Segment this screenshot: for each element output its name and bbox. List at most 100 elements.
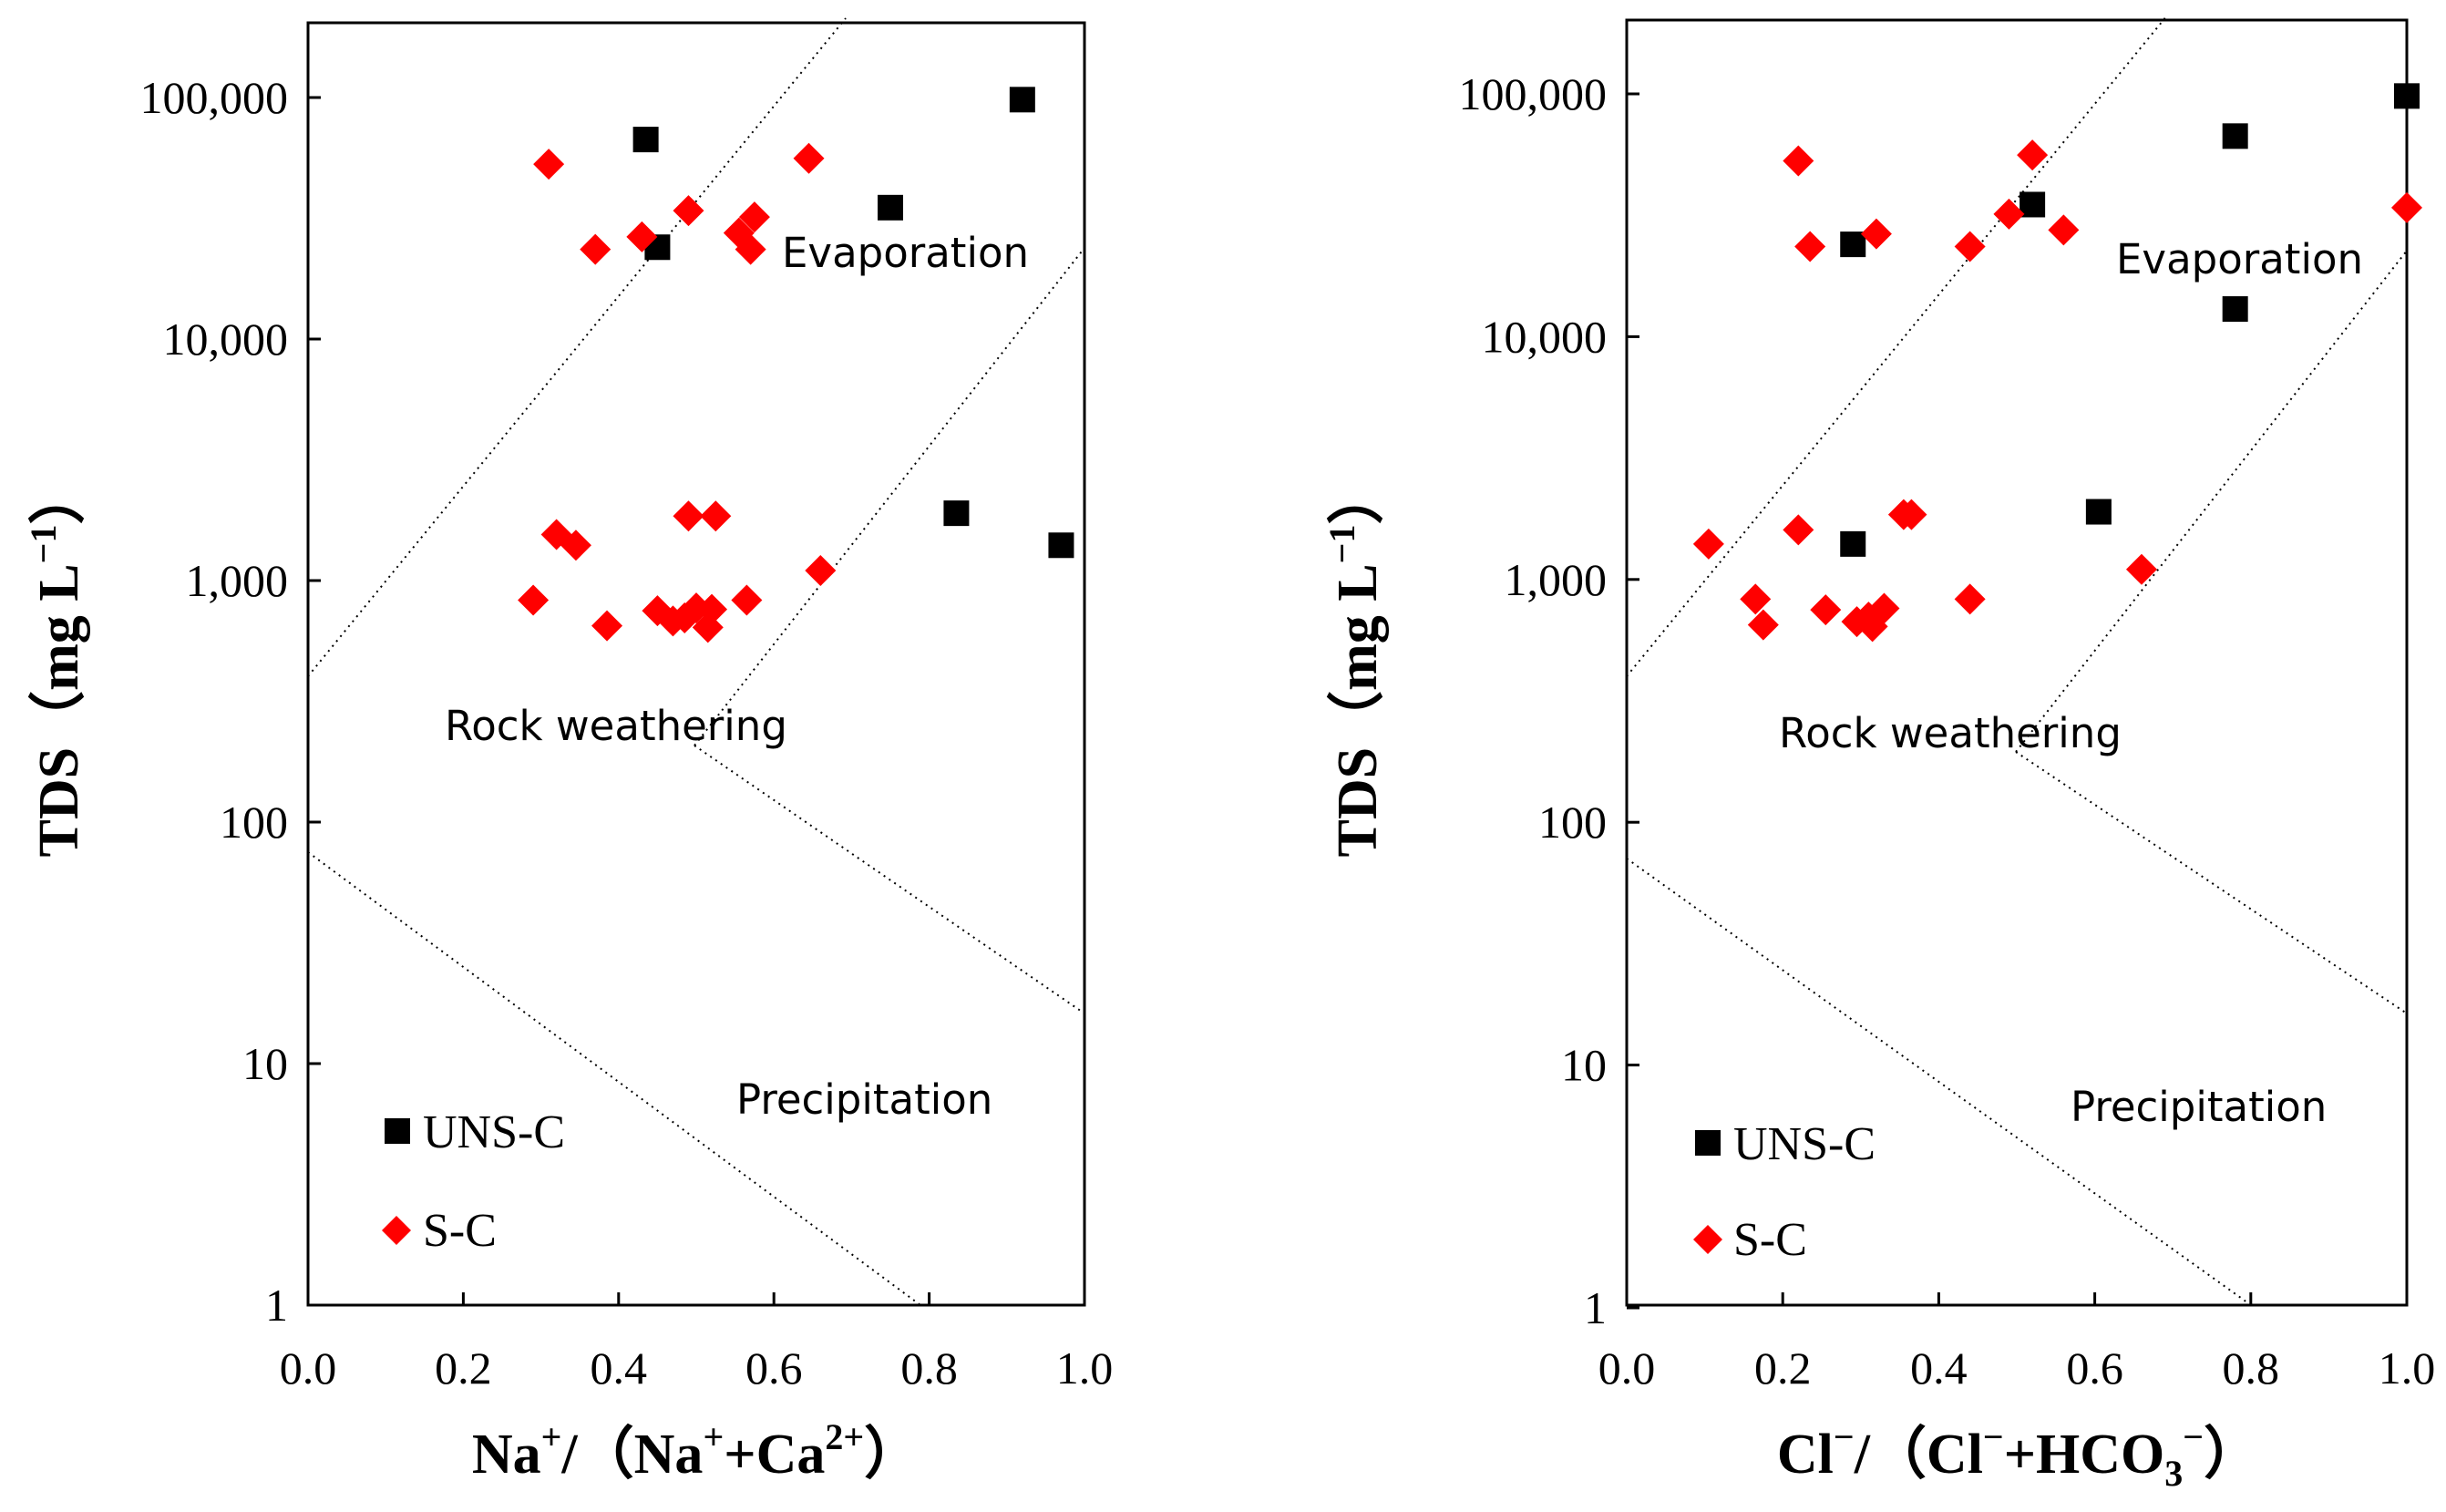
- y-tick-label: 1,000: [186, 555, 289, 606]
- data-point-uns-c: [1009, 87, 1035, 113]
- y-tick-label: 100: [1538, 797, 1607, 848]
- plot-frame: [306, 21, 1086, 1307]
- region-label-rock-weathering: Rock weathering: [1779, 709, 2122, 757]
- data-point-s-c: [1896, 499, 1927, 530]
- data-point-s-c: [1783, 514, 1814, 546]
- x-tick-label: 1.0: [2379, 1342, 2436, 1394]
- x-tick-label: 0.0: [1598, 1342, 1656, 1394]
- x-tick-label: 0.0: [280, 1342, 337, 1394]
- x-axis-title: Na+/（Na++Ca2+）: [472, 1416, 920, 1486]
- series-s-c: [518, 142, 837, 643]
- data-point-uns-c: [2222, 123, 2248, 149]
- y-tick-label: 1: [1584, 1282, 1607, 1333]
- data-point-uns-c: [2394, 83, 2420, 109]
- y-axis: 1 10 100 1,000 10,000 100,000: [140, 72, 321, 1331]
- data-point-s-c: [1993, 198, 2025, 230]
- data-point-uns-c: [1048, 532, 1074, 559]
- legend-marker-s-c: [1693, 1225, 1722, 1254]
- x-tick-label: 0.4: [591, 1342, 648, 1394]
- data-point-s-c: [673, 195, 704, 227]
- data-point-uns-c: [1840, 231, 1866, 258]
- data-point-uns-c: [2085, 499, 2112, 525]
- data-point-s-c: [2048, 214, 2080, 246]
- y-tick-label: 10: [1561, 1040, 1607, 1091]
- data-point-s-c: [793, 142, 825, 174]
- y-tick-label: 10,000: [163, 314, 289, 365]
- x-tick-label: 0.6: [745, 1342, 803, 1394]
- data-point-uns-c: [943, 500, 970, 527]
- x-tick-label: 0.6: [2066, 1342, 2123, 1394]
- series-uns-c: [1840, 83, 2420, 557]
- y-axis-title: TDS（mg L−1）: [23, 468, 90, 858]
- region-label-precipitation: Precipitation: [2071, 1083, 2327, 1131]
- region-label-rock-weathering: Rock weathering: [445, 702, 787, 750]
- x-tick-label: 0.2: [1754, 1342, 1812, 1394]
- divider-rock-right-upper: [694, 247, 1085, 746]
- plot-frame: [1625, 18, 2409, 1307]
- data-point-s-c: [731, 584, 763, 616]
- data-point-s-c: [2125, 553, 2157, 585]
- data-point-s-c: [580, 233, 612, 265]
- region-dividers: [307, 17, 1085, 1306]
- y-tick-label: 1: [265, 1280, 288, 1331]
- divider-rock-right-upper: [2015, 250, 2408, 753]
- data-point-s-c: [1954, 231, 1986, 262]
- data-point-s-c: [1794, 231, 1826, 262]
- data-point-uns-c: [1840, 530, 1866, 557]
- legend-marker-uns-c: [385, 1118, 410, 1144]
- region-label-precipitation: Precipitation: [736, 1075, 992, 1124]
- data-point-uns-c: [632, 127, 659, 153]
- divider-rock-right-lower: [2015, 751, 2408, 1014]
- y-tick-label: 100: [220, 797, 288, 848]
- data-point-uns-c: [2222, 296, 2248, 323]
- data-point-s-c: [1860, 218, 1892, 250]
- data-point-s-c: [735, 233, 766, 265]
- data-point-s-c: [1954, 583, 1986, 615]
- data-point-s-c: [696, 593, 728, 625]
- data-point-s-c: [2391, 191, 2422, 223]
- legend-label-s-c: S-C: [423, 1205, 497, 1257]
- y-tick-label: 10: [242, 1038, 288, 1089]
- legend-label-uns-c: UNS-C: [423, 1106, 565, 1158]
- data-point-s-c: [1692, 528, 1724, 560]
- legend-marker-s-c: [382, 1216, 411, 1245]
- data-point-s-c: [1810, 594, 1842, 626]
- data-point-s-c: [626, 221, 658, 252]
- divider-evaporation-rock-left: [307, 17, 847, 677]
- x-tick-label: 0.2: [435, 1342, 492, 1394]
- series-s-c: [1692, 139, 2422, 643]
- divider-precipitation-left: [1626, 858, 2252, 1306]
- x-axis-title: Cl−/（Cl−+HCO3−）: [1777, 1416, 2260, 1494]
- region-label-evaporation: Evaporation: [2116, 235, 2363, 283]
- region-dividers: [1626, 15, 2408, 1306]
- data-point-s-c: [1783, 145, 1814, 177]
- divider-rock-right-lower: [694, 745, 1085, 1014]
- data-point-s-c: [591, 610, 623, 642]
- data-point-uns-c: [878, 194, 903, 221]
- y-axis: 1 10 100 1,000 10,000 100,000: [1459, 68, 1639, 1333]
- x-tick-label: 0.8: [900, 1342, 958, 1394]
- data-point-s-c: [2017, 139, 2049, 171]
- data-point-s-c: [738, 201, 770, 233]
- legend-label-s-c: S-C: [1733, 1214, 1807, 1266]
- data-point-s-c: [805, 555, 837, 587]
- x-tick-label: 0.4: [1910, 1342, 1968, 1394]
- data-point-s-c: [1868, 592, 1900, 624]
- data-point-s-c: [700, 500, 732, 532]
- legend: UNS-C S-C: [1693, 1118, 1876, 1266]
- data-point-s-c: [560, 530, 591, 561]
- x-tick-label: 0.8: [2223, 1342, 2280, 1394]
- divider-evaporation-rock-left: [1626, 15, 2168, 677]
- legend-marker-uns-c: [1695, 1130, 1721, 1156]
- y-tick-label: 10,000: [1482, 311, 1608, 362]
- x-axis: 0.0 0.2 0.4 0.6 0.8 1.0: [1598, 1292, 2436, 1394]
- x-axis: 0.0 0.2 0.4 0.6 0.8 1.0: [280, 1292, 1114, 1394]
- data-point-s-c: [518, 584, 550, 616]
- data-point-s-c: [1740, 583, 1772, 615]
- y-tick-label: 100,000: [140, 72, 289, 123]
- y-tick-label: 100,000: [1459, 68, 1608, 119]
- x-tick-label: 1.0: [1056, 1342, 1114, 1394]
- legend-label-uns-c: UNS-C: [1733, 1118, 1876, 1170]
- region-label-evaporation: Evaporation: [782, 229, 1029, 277]
